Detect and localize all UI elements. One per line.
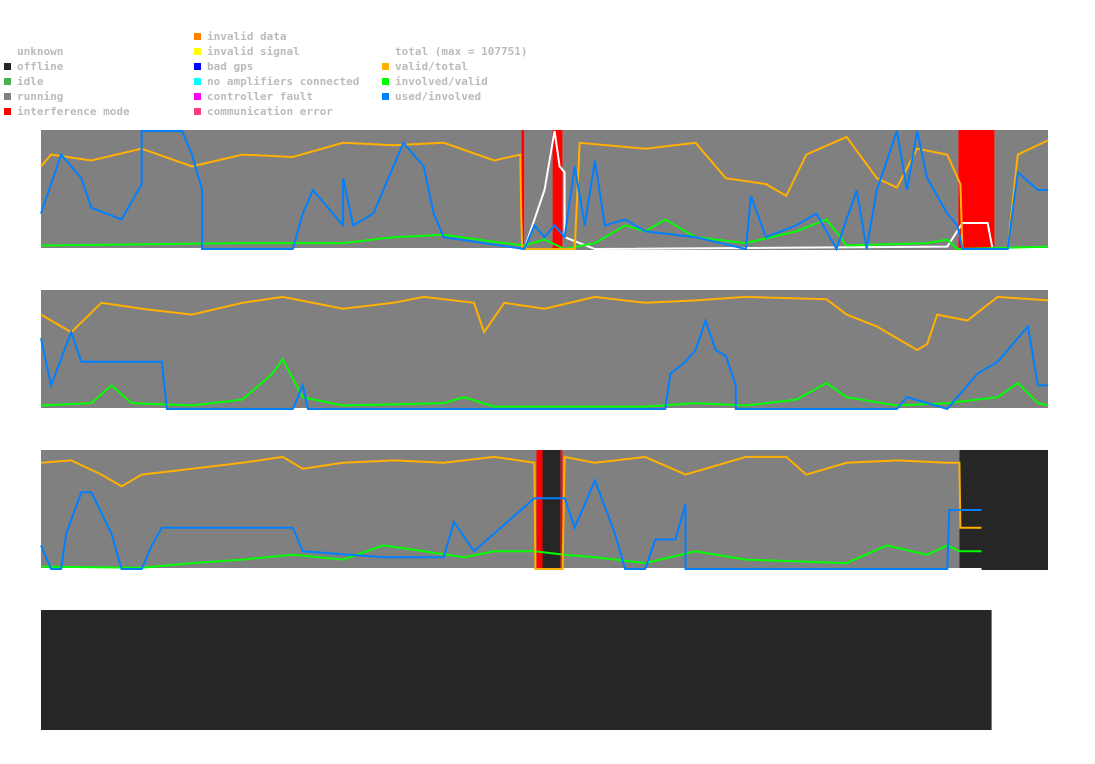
legend-label: bad gps [207,60,254,73]
series-involved-per-valid [40,544,982,569]
legend-label: used/involved [395,90,482,103]
legend-item: unknown [4,44,130,59]
series-used-per-involved [40,477,982,570]
legend-swatch-icon [4,63,11,70]
legend-item: communication error [194,104,359,119]
legend-label: valid/total [395,60,468,73]
legend-label: total (max = 107751) [395,45,528,58]
legend-item: total (max = 107751) [382,44,527,59]
legend-ratios: total (max = 107751) valid/total involved/… [382,44,527,104]
status-segment-offline [41,610,992,730]
series-used-per-involved [40,317,1048,411]
legend-item: bad gps [194,59,359,74]
legend-swatch-icon [194,93,201,100]
series-valid-per-total [40,295,1049,352]
legend-status: unknown offline idle running interference mo… [4,44,130,119]
panel-1 [40,130,1049,252]
legend-item: no amplifiers connected [194,74,359,89]
series-used-per-involved [40,130,1048,252]
legend-label: no amplifiers connected [207,75,360,88]
legend-swatch-icon [382,78,389,85]
legend-swatch-icon [4,78,11,85]
status-segment-running [41,450,537,570]
legend-label: interference mode [17,105,130,118]
status-segment-interference-mode [552,130,563,250]
legend-swatch-icon [194,108,201,115]
series-involved-per-valid [40,218,1049,251]
legend-item: running [4,89,130,104]
legend-label: invalid signal [207,45,300,58]
status-segment-offline [542,450,561,570]
legend-item: invalid signal [194,44,359,59]
legend-swatch-icon [194,48,201,55]
legend-swatch-icon [194,33,201,40]
status-segment-running [41,130,522,250]
legend-swatch-icon [194,78,201,85]
legend-label: communication error [207,105,333,118]
legend-item: offline [4,59,130,74]
legend-item: idle [4,74,130,89]
legend-label: involved/valid [395,75,488,88]
legend-item: controller fault [194,89,359,104]
legend-label: invalid data [207,30,287,43]
legend-label: running [17,90,64,103]
series-valid-per-total [40,135,1049,250]
series-involved-per-valid [40,357,1049,408]
status-segment-running [562,130,959,250]
legend-label: unknown [17,45,64,58]
legend-swatch-icon [194,63,201,70]
status-segment-interference-mode [536,450,543,570]
legend-item: interference mode [4,104,130,119]
legend-swatch-icon [4,93,11,100]
legend-item: invalid data [194,29,359,44]
legend-item: involved/valid [382,74,527,89]
panel-4 [41,610,992,730]
status-segment-running [562,450,960,570]
legend-swatch-icon [382,63,389,70]
legend-label: controller fault [207,90,313,103]
status-segment-interference-mode [560,450,563,570]
legend-swatch-icon [382,93,389,100]
legend-swatch-icon [4,108,11,115]
legend-label: offline [17,60,64,73]
legend-item: valid/total [382,59,527,74]
legend-errors: invalid data invalid signal bad gps no ampl… [194,29,359,119]
legend-label: idle [17,75,44,88]
panel-3 [40,450,1048,570]
legend-item: used/involved [382,89,527,104]
status-segment-interference-mode [521,130,525,250]
series-valid-per-total [40,455,982,570]
panel-2 [40,290,1049,411]
